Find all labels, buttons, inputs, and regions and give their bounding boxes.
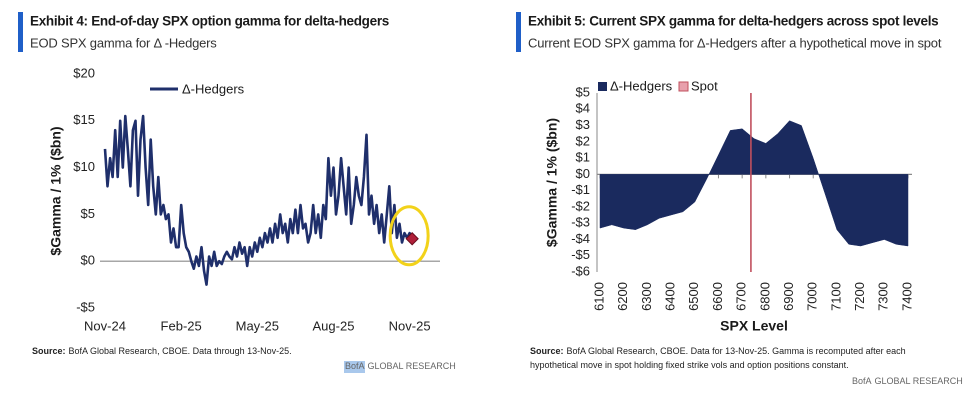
legend-swatch bbox=[678, 81, 689, 92]
y-tick-label: $0 bbox=[81, 253, 95, 268]
source-label: Source: bbox=[530, 346, 564, 356]
x-tick-label: 6200 bbox=[615, 282, 630, 311]
x-tick-label: Nov-25 bbox=[389, 318, 431, 333]
x-tick-label: Nov-24 bbox=[84, 318, 126, 333]
title-bar bbox=[516, 12, 521, 52]
legend-label: Spot bbox=[691, 78, 718, 93]
highlight-circle bbox=[388, 205, 430, 267]
data-line bbox=[103, 114, 414, 286]
y-axis-title: $Gamma / 1% ($bn) bbox=[544, 118, 560, 247]
x-tick-label: 6900 bbox=[781, 282, 796, 311]
chart-subtitle: Current EOD SPX gamma for Δ-Hedgers afte… bbox=[528, 35, 942, 50]
x-tick-label: 7000 bbox=[805, 282, 820, 311]
source-line: BofA Global Research, CBOE. Data for 13-… bbox=[567, 346, 906, 356]
y-tick-label: $10 bbox=[73, 159, 95, 174]
y-axis-title: $Gamma / 1% ($bn) bbox=[48, 126, 64, 255]
y-tick-label: -$3 bbox=[571, 215, 590, 230]
source-text: hypothetical move in spot holding fixed … bbox=[530, 360, 849, 370]
last-point-marker bbox=[405, 232, 419, 246]
x-tick-label: 7400 bbox=[899, 282, 914, 311]
legend-label: Δ-Hedgers bbox=[182, 81, 245, 96]
chart-title: Exhibit 5: Current SPX gamma for delta-h… bbox=[528, 14, 938, 29]
y-tick-label: -$5 bbox=[76, 299, 95, 314]
y-tick-label: $20 bbox=[73, 65, 95, 80]
x-tick-label: 6500 bbox=[686, 282, 701, 311]
source-text: Source: BofA Global Research, CBOE. Data … bbox=[530, 346, 906, 356]
source-label: Source: bbox=[32, 346, 66, 356]
y-tick-label: $2 bbox=[576, 133, 590, 148]
x-tick-label: 7200 bbox=[852, 282, 867, 311]
x-tick-label: Aug-25 bbox=[313, 318, 355, 333]
brand-text: BofA GLOBAL RESEARCH bbox=[345, 361, 456, 371]
y-tick-label: -$5 bbox=[571, 247, 590, 262]
x-tick-label: 6100 bbox=[591, 282, 606, 311]
x-tick-label: 6700 bbox=[734, 282, 749, 311]
x-tick-label: 7300 bbox=[876, 282, 891, 311]
y-tick-label: $4 bbox=[576, 101, 590, 116]
y-tick-label: -$4 bbox=[571, 231, 590, 246]
chart-subtitle: EOD SPX gamma for Δ -Hedgers bbox=[30, 35, 217, 50]
x-tick-label: 6400 bbox=[663, 282, 678, 311]
y-tick-label: $1 bbox=[576, 150, 590, 165]
brand-highlight bbox=[344, 361, 365, 373]
y-tick-label: $15 bbox=[73, 112, 95, 127]
source-line: BofA Global Research, CBOE. Data through… bbox=[69, 346, 292, 356]
legend-swatch bbox=[598, 82, 607, 91]
brand-name: BofA bbox=[345, 361, 365, 371]
x-tick-label: 7100 bbox=[828, 282, 843, 311]
brand-text: BofA GLOBAL RESEARCH bbox=[852, 376, 963, 386]
x-tick-label: 6300 bbox=[639, 282, 654, 311]
y-tick-label: $3 bbox=[576, 117, 590, 132]
x-tick-label: 6800 bbox=[757, 282, 772, 311]
brand-suffix: GLOBAL RESEARCH bbox=[875, 376, 963, 386]
legend-label: Δ-Hedgers bbox=[610, 78, 673, 93]
title-bar bbox=[18, 12, 23, 52]
x-axis-title: SPX Level bbox=[720, 318, 788, 334]
y-tick-label: $0 bbox=[576, 166, 590, 181]
brand-suffix: GLOBAL RESEARCH bbox=[368, 361, 456, 371]
source-text: Source: BofA Global Research, CBOE. Data … bbox=[32, 346, 292, 356]
y-tick-label: -$1 bbox=[571, 182, 590, 197]
source-line: hypothetical move in spot holding fixed … bbox=[530, 360, 849, 370]
y-tick-label: -$6 bbox=[571, 263, 590, 278]
y-tick-label: $5 bbox=[81, 206, 95, 221]
x-tick-label: May-25 bbox=[236, 318, 279, 333]
y-tick-label: -$2 bbox=[571, 198, 590, 213]
chart-title: Exhibit 4: End-of-day SPX option gamma f… bbox=[30, 14, 389, 29]
brand-name: BofA bbox=[852, 376, 872, 386]
y-tick-label: $5 bbox=[576, 84, 590, 99]
gamma-area bbox=[599, 120, 909, 247]
x-tick-label: 6600 bbox=[710, 282, 725, 311]
x-tick-label: Feb-25 bbox=[161, 318, 202, 333]
